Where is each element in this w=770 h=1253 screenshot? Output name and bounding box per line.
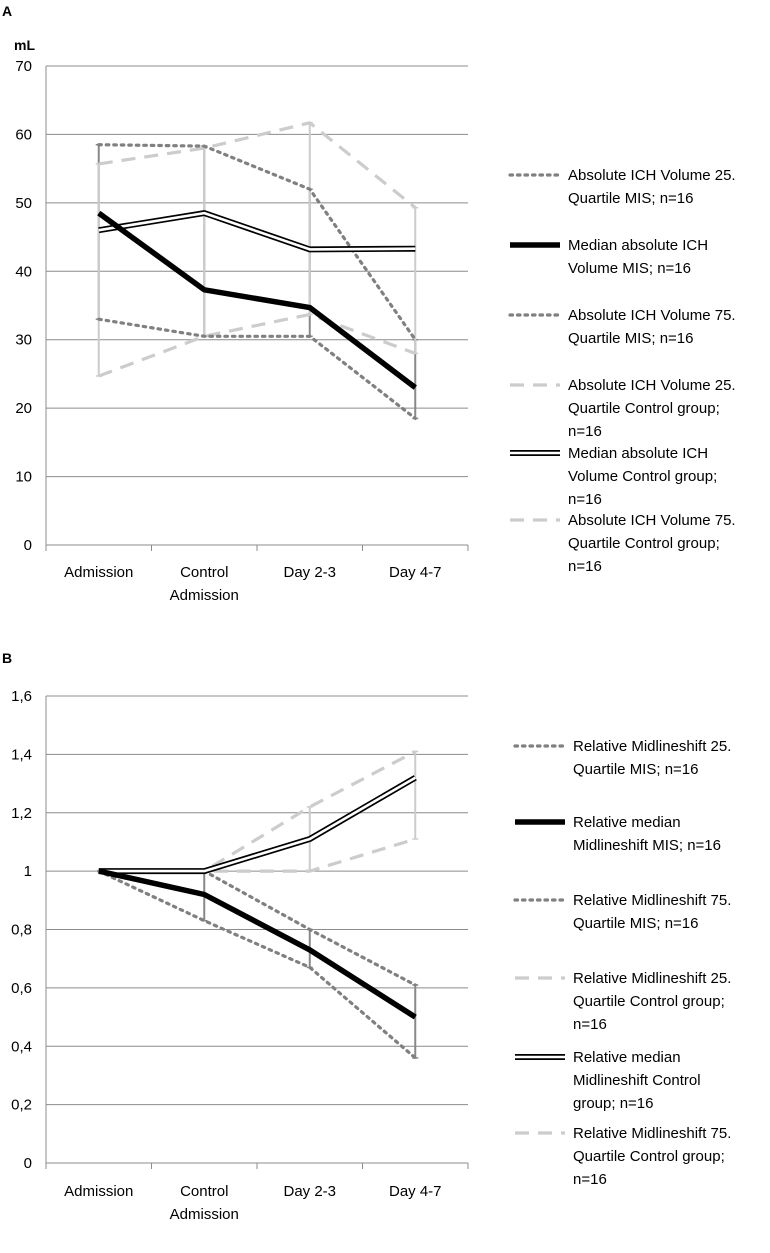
- y-tick-label: 10: [15, 469, 32, 486]
- x-tick-label-line: Admission: [64, 1183, 133, 1200]
- legend-label-line: Quartile MIS; n=16: [573, 915, 698, 932]
- legend-label-ctl_q25: Absolute ICH Volume 25. Quartile Control …: [568, 377, 736, 440]
- panel-letter: A: [2, 3, 12, 19]
- legend-label-mis_q75: Absolute ICH Volume 75. Quartile MIS; n=1…: [568, 307, 736, 347]
- legend-label-line: Quartile MIS; n=16: [568, 330, 693, 347]
- y-tick-label: 0,8: [11, 922, 32, 939]
- y-tick-label: 60: [15, 126, 32, 143]
- legend-label-line: Median absolute ICH: [568, 445, 708, 462]
- y-tick-label: 0,2: [11, 1097, 32, 1114]
- legend-label-mis_q25: Absolute ICH Volume 25. Quartile MIS; n=1…: [568, 167, 736, 207]
- y-tick-label: 0,6: [11, 980, 32, 997]
- y-tick-label: 70: [15, 58, 32, 75]
- legend-label-mis_q75: Relative Midlineshift 75. Quartile MIS; n…: [573, 892, 731, 932]
- y-tick-label: 30: [15, 332, 32, 349]
- x-tick-label: Day 4-7: [389, 1183, 442, 1200]
- legend-label-ctl_q75: Absolute ICH Volume 75. Quartile Control …: [568, 512, 736, 575]
- series-line-mis_q75: [97, 869, 417, 987]
- series-line-ctl_q75: [98, 121, 417, 209]
- legend-label-line: group; n=16: [573, 1095, 654, 1112]
- legend-label-line: Quartile MIS; n=16: [568, 190, 693, 207]
- legend-label-ctl_med: Relative median Midlineshift Control group…: [573, 1049, 701, 1112]
- legend-label-ctl_med: Median absolute ICH Volume Control group;…: [568, 445, 717, 508]
- x-tick-label-line: Admission: [170, 587, 239, 604]
- panel-letter: B: [2, 650, 12, 666]
- x-tick-label: Day 4-7: [389, 564, 442, 581]
- y-tick-label: 0,4: [11, 1038, 32, 1055]
- y-tick-label: 20: [15, 400, 32, 417]
- series-line-ctl_med-inner: [98, 776, 416, 873]
- x-tick-label-line: Day 2-3: [283, 564, 336, 581]
- x-tick-label: Day 2-3: [283, 564, 336, 581]
- legend-label-line: n=16: [568, 423, 602, 440]
- legend-label-ctl_q25: Relative Midlineshift 25. Quartile Contro…: [573, 970, 731, 1033]
- legend-label-line: Relative Midlineshift 75.: [573, 1125, 731, 1142]
- legend-label-line: Quartile Control group;: [568, 535, 720, 552]
- legend-label-line: Quartile Control group;: [573, 1148, 725, 1165]
- x-tick-label-line: Admission: [64, 564, 133, 581]
- x-tick-label-line: Admission: [170, 1206, 239, 1223]
- legend-label-mis_med: Median absolute ICH Volume MIS; n=16: [568, 237, 708, 277]
- y-axis-unit: mL: [14, 37, 35, 53]
- series-line-ctl_med-inner: [98, 211, 416, 251]
- legend-label-line: Absolute ICH Volume 75.: [568, 512, 736, 529]
- x-tick-label: Control Admission: [170, 564, 239, 604]
- x-tick-label-line: Day 2-3: [283, 1183, 336, 1200]
- legend-label-line: Volume MIS; n=16: [568, 260, 691, 277]
- x-tick-label-line: Day 4-7: [389, 1183, 442, 1200]
- y-tick-label: 0: [24, 1155, 32, 1172]
- legend-label-line: Midlineshift Control: [573, 1072, 701, 1089]
- legend-label-line: Volume Control group;: [568, 468, 717, 485]
- legend-label-line: Relative median: [573, 1049, 681, 1066]
- legend-label-line: n=16: [568, 558, 602, 575]
- legend-label-line: Absolute ICH Volume 25.: [568, 167, 736, 184]
- legend-label-line: Relative Midlineshift 25.: [573, 738, 731, 755]
- legend-label-mis_med: Relative median Midlineshift MIS; n=16: [573, 814, 721, 854]
- y-tick-label: 1,6: [11, 688, 32, 705]
- y-tick-label: 1: [24, 863, 32, 880]
- series-line-ctl_med: [98, 775, 417, 875]
- legend-label-line: Relative median: [573, 814, 681, 831]
- y-tick-label: 1,4: [11, 746, 32, 763]
- series-line-mis_q25: [97, 317, 417, 420]
- y-tick-label: 50: [15, 195, 32, 212]
- y-tick-label: 40: [15, 263, 32, 280]
- series-line-ctl_q25: [98, 312, 416, 378]
- legend-label-line: n=16: [568, 491, 602, 508]
- y-tick-label: 0: [24, 537, 32, 554]
- legend-label-line: Relative Midlineshift 75.: [573, 892, 731, 909]
- x-tick-label-line: Control: [180, 1183, 228, 1200]
- legend-label-line: n=16: [573, 1171, 607, 1188]
- legend-label-line: Quartile Control group;: [573, 993, 725, 1010]
- legend-label-line: n=16: [573, 1016, 607, 1033]
- legend-label-line: Absolute ICH Volume 75.: [568, 307, 736, 324]
- legend-label-mis_q25: Relative Midlineshift 25. Quartile MIS; n…: [573, 738, 731, 778]
- legend-label-line: Relative Midlineshift 25.: [573, 970, 731, 987]
- x-tick-label-line: Day 4-7: [389, 564, 442, 581]
- series-line-mis_med: [98, 868, 417, 1020]
- x-tick-label: Control Admission: [170, 1183, 239, 1223]
- x-tick-label: Admission: [64, 1183, 133, 1200]
- legend-label-line: Median absolute ICH: [568, 237, 708, 254]
- series-line-mis_q25: [97, 869, 417, 1060]
- legend-label-line: Midlineshift MIS; n=16: [573, 837, 721, 854]
- series-line-mis_med: [97, 210, 417, 390]
- legend-label-ctl_q75: Relative Midlineshift 75. Quartile Contro…: [573, 1125, 731, 1188]
- x-tick-label-line: Control: [180, 564, 228, 581]
- x-tick-label: Admission: [64, 564, 133, 581]
- x-tick-label: Day 2-3: [283, 1183, 336, 1200]
- legend-label-line: Quartile MIS; n=16: [573, 761, 698, 778]
- y-tick-label: 1,2: [11, 805, 32, 822]
- series-line-mis_q75: [97, 143, 417, 342]
- chart-panel-a: AmL 0 10 20 30 40 50 60 70 Admission Control Admiss…: [2, 3, 736, 604]
- legend-label-line: Absolute ICH Volume 25.: [568, 377, 736, 394]
- legend-label-line: Quartile Control group;: [568, 400, 720, 417]
